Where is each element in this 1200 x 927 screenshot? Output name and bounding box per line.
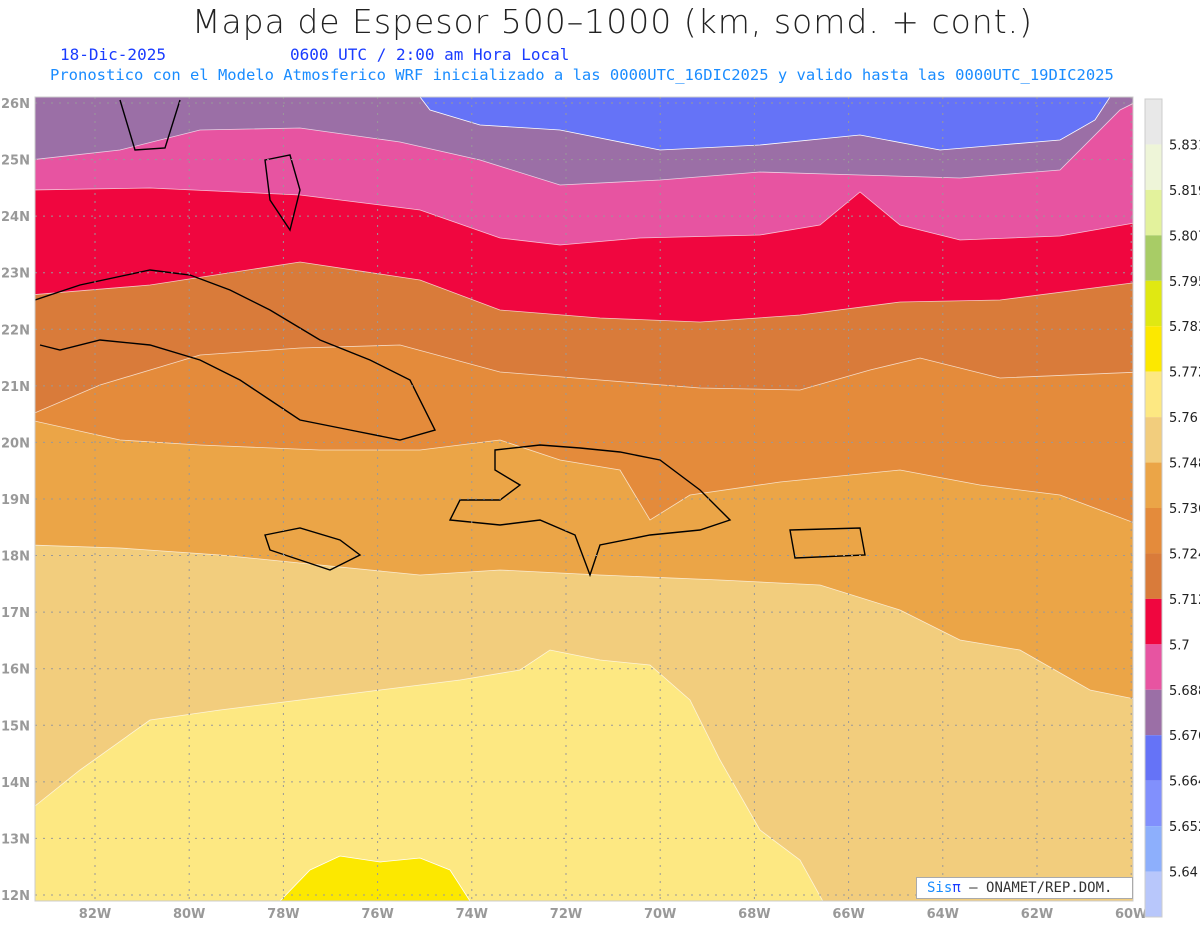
lon-tick-label: 62W xyxy=(1021,907,1053,922)
legend-label: 5.736 xyxy=(1169,502,1200,517)
lon-tick-label: 74W xyxy=(456,907,488,922)
legend-label: 5.688 xyxy=(1169,684,1200,699)
lon-tick-label: 78W xyxy=(267,907,299,922)
lat-tick-label: 15N xyxy=(1,719,30,734)
lat-tick-label: 18N xyxy=(1,550,30,565)
legend-swatch xyxy=(1145,280,1162,327)
legend-swatch xyxy=(1145,326,1162,372)
legend-swatch xyxy=(1145,189,1162,236)
legend-label: 5.712 xyxy=(1169,593,1200,608)
legend-swatch xyxy=(1145,689,1162,736)
puerto-rico-coast xyxy=(789,527,866,559)
legend-swatch xyxy=(1145,644,1162,690)
lon-tick-label: 82W xyxy=(79,907,111,922)
lat-tick-label: 26N xyxy=(1,97,30,112)
credit-pi: π xyxy=(952,880,961,896)
legend-swatch xyxy=(1145,417,1162,463)
lat-tick-label: 25N xyxy=(1,154,30,169)
lat-tick-label: 12N xyxy=(1,889,30,904)
legend-swatch xyxy=(1145,553,1162,599)
forecast-date: 18-Dic-2025 xyxy=(60,45,166,64)
lat-tick-label: 13N xyxy=(1,832,30,847)
lon-tick-label: 70W xyxy=(644,907,676,922)
legend-swatch xyxy=(1145,871,1162,917)
legend-swatch xyxy=(1145,780,1162,827)
florida-coast xyxy=(119,99,181,151)
forecast-description: Pronostico con el Modelo Atmosferico WRF… xyxy=(50,66,1114,84)
jamaica-coast xyxy=(264,527,362,571)
legend-label: 5.748 xyxy=(1169,457,1200,472)
forecast-time: 0600 UTC / 2:00 am Hora Local xyxy=(290,45,570,64)
legend-label: 5.724 xyxy=(1169,547,1200,562)
map-title: Mapa de Espesor 500–1000 (km, somd. + co… xyxy=(191,2,1034,41)
legend-label: 5.772 xyxy=(1169,366,1200,381)
legend-swatch xyxy=(1145,462,1162,508)
legend-swatch xyxy=(1145,826,1162,872)
contour-fields xyxy=(35,97,1133,901)
band-yellow xyxy=(279,855,471,901)
legend-label: 5.795 xyxy=(1169,275,1200,290)
lat-tick-label: 17N xyxy=(1,606,30,621)
legend-swatch xyxy=(1145,735,1162,781)
legend-label: 5.819 xyxy=(1169,184,1200,199)
credit-sis: Sis xyxy=(927,880,953,896)
lat-tick-label: 16N xyxy=(1,663,30,678)
band-blue xyxy=(419,97,1111,151)
lat-tick-label: 14N xyxy=(1,776,30,791)
legend-swatch xyxy=(1145,144,1162,190)
lon-tick-label: 68W xyxy=(738,907,770,922)
legend-label: 5.76 xyxy=(1169,411,1198,426)
lon-tick-label: 72W xyxy=(550,907,582,922)
lat-tick-label: 22N xyxy=(1,323,30,338)
credit-text: – ONAMET/REP.DOM. xyxy=(969,880,1113,896)
lat-tick-label: 24N xyxy=(1,210,30,225)
lat-tick-label: 23N xyxy=(1,267,30,282)
cuba-coast xyxy=(35,269,437,441)
map-frame xyxy=(34,96,1134,902)
band-pale-yellow xyxy=(35,649,824,901)
legend-swatch xyxy=(1145,508,1162,554)
credit-box: Sisπ – ONAMET/REP.DOM. xyxy=(916,877,1133,899)
legend-label: 5.64 xyxy=(1169,866,1198,881)
legend-label: 5.783 xyxy=(1169,320,1200,335)
legend-frame xyxy=(1144,98,1163,918)
lat-tick-label: 19N xyxy=(1,493,30,508)
lat-tick-label: 21N xyxy=(1,380,30,395)
legend-label: 5.831 xyxy=(1169,138,1200,153)
lon-tick-label: 60W xyxy=(1115,907,1147,922)
hispaniola-coast xyxy=(448,444,732,578)
legend-label: 5.664 xyxy=(1169,775,1200,790)
legend-label: 5.7 xyxy=(1169,638,1190,653)
legend-label: 5.676 xyxy=(1169,729,1200,744)
legend-swatch xyxy=(1145,99,1162,145)
lon-tick-label: 76W xyxy=(361,907,393,922)
legend-swatch xyxy=(1145,235,1162,281)
legend-label: 5.652 xyxy=(1169,820,1200,835)
legend-swatch xyxy=(1145,371,1162,418)
lon-tick-label: 66W xyxy=(832,907,864,922)
lat-tick-label: 20N xyxy=(1,436,30,451)
legend-swatch xyxy=(1145,598,1162,645)
legend-label: 5.807 xyxy=(1169,229,1200,244)
lon-tick-label: 64W xyxy=(927,907,959,922)
andros-coast xyxy=(264,154,301,232)
lon-tick-label: 80W xyxy=(173,907,205,922)
